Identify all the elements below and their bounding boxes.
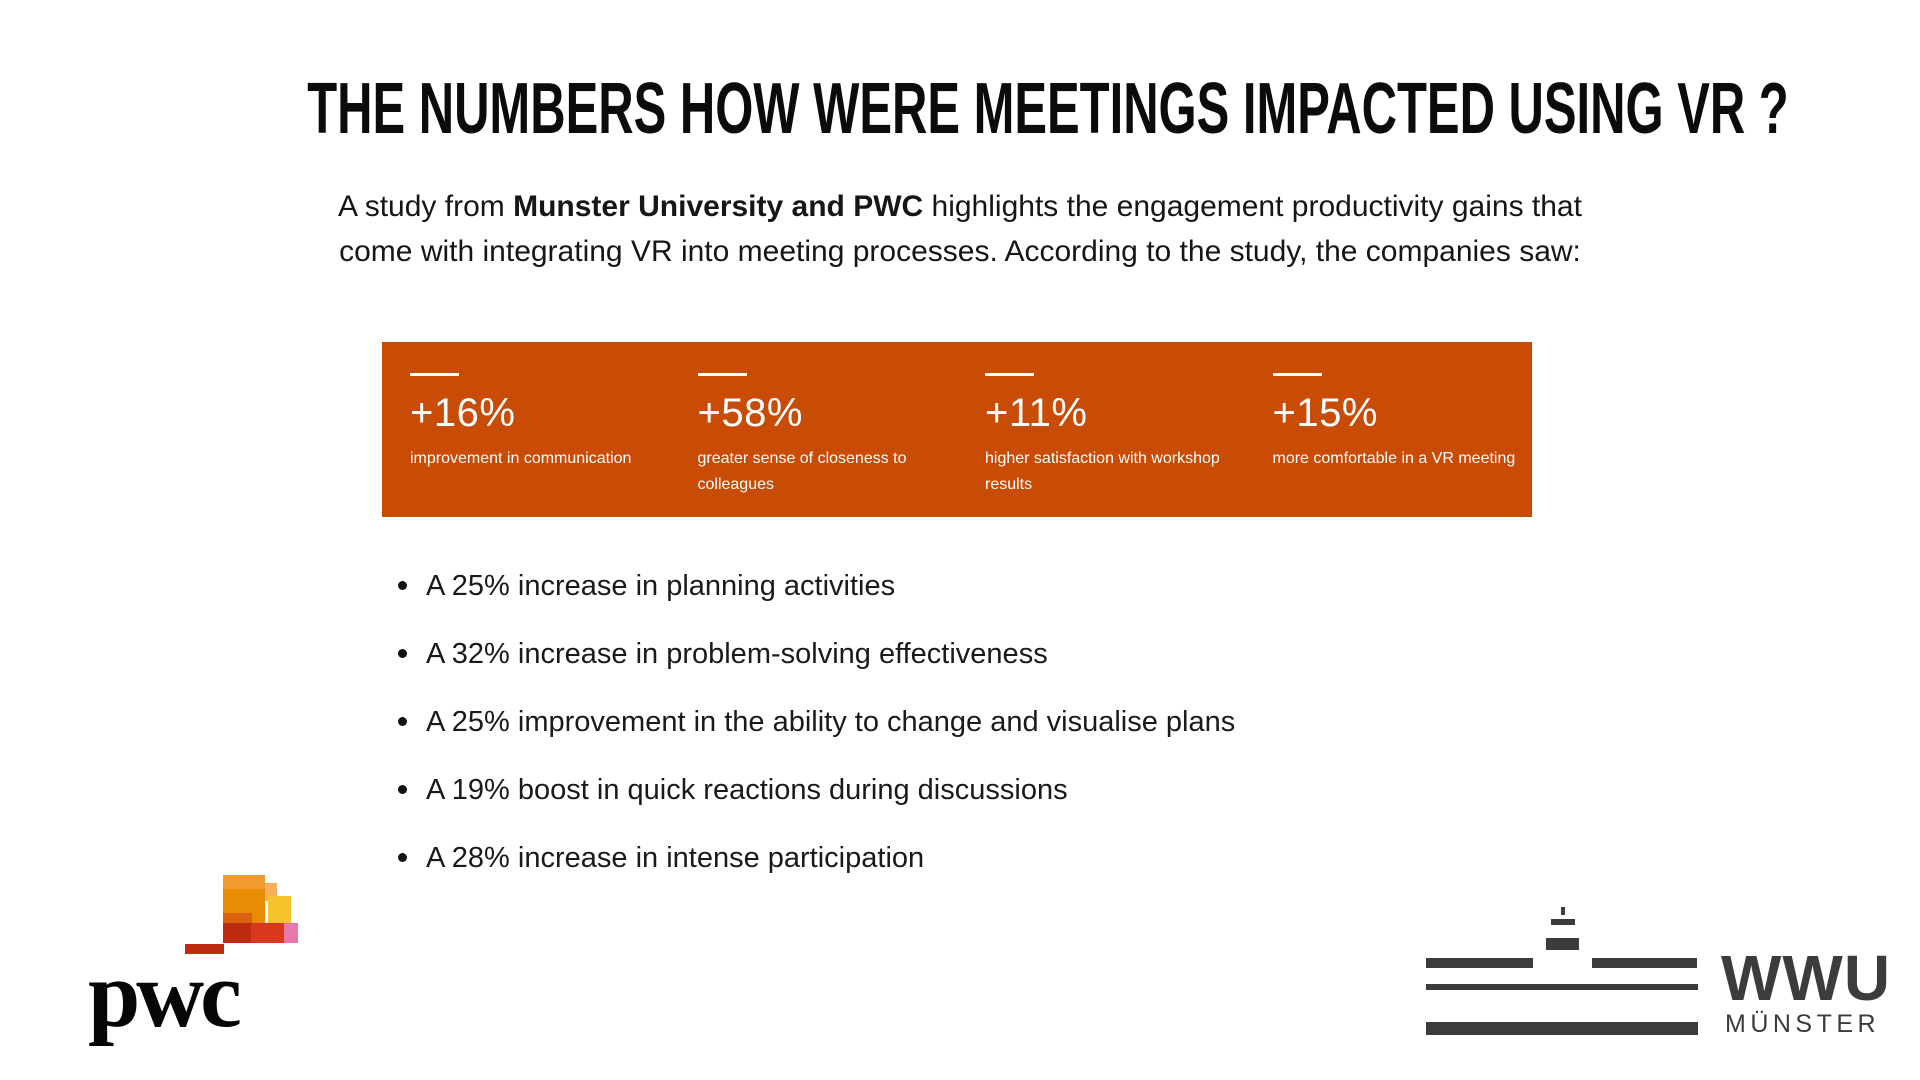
intro-text-prefix: A study from — [338, 190, 514, 223]
stat-divider-line — [410, 373, 459, 376]
pwc-wordmark: pwc — [88, 943, 242, 1047]
stat-value: +58% — [697, 391, 803, 435]
intro-text-suffix: highlights the engagement productivity g… — [923, 190, 1582, 223]
pwc-mosaic-icon — [251, 923, 284, 943]
pwc-mosaic-icon — [268, 896, 291, 927]
list-item-text: A 25% increase in planning activities — [426, 570, 896, 602]
list-item-text: A 32% increase in problem-solving effect… — [426, 638, 1048, 670]
intro-line-1: A study from Munster University and PWC … — [0, 184, 1920, 229]
stat-caption: greater sense of closeness to colleagues — [697, 450, 907, 493]
pwc-mosaic-icon — [223, 875, 265, 889]
wwu-castle-icon — [1561, 907, 1565, 915]
bullet-dot-icon — [398, 785, 407, 794]
stat-value: +15% — [1272, 391, 1378, 435]
wwu-castle-icon — [1546, 938, 1579, 950]
stat-value: +16% — [410, 391, 516, 435]
stat-caption: more comfortable in a VR meeting — [1272, 450, 1516, 467]
intro-paragraph: A study from Munster University and PWC … — [0, 184, 1920, 274]
pwc-mosaic-icon — [223, 923, 251, 943]
list-item-text: A 25% improvement in the ability to chan… — [426, 706, 1236, 738]
intro-line-2: come with integrating VR into meeting pr… — [339, 235, 1581, 268]
list-item-text: A 19% boost in quick reactions during di… — [426, 774, 1068, 806]
pwc-mosaic-icon — [185, 944, 224, 954]
pwc-mosaic-icon — [284, 923, 298, 943]
wwu-acronym: WWU — [1721, 942, 1892, 1014]
bullet-dot-icon — [398, 853, 407, 862]
stat-caption: higher satisfaction with workshop result… — [985, 450, 1220, 493]
list-item: A 32% increase in problem-solving effect… — [396, 639, 1235, 669]
list-item: A 25% increase in planning activities — [396, 571, 1235, 601]
wwu-city-label: MÜNSTER — [1725, 1010, 1881, 1038]
stat-card-closeness: +58% greater sense of closeness to colle… — [670, 342, 958, 517]
wwu-castle-icon — [1426, 1022, 1698, 1035]
stat-card-communication: +16% improvement in communication — [382, 342, 670, 517]
intro-text-bold: Munster University and PWC — [513, 190, 924, 223]
stat-divider-line — [697, 373, 747, 376]
stat-divider-line — [1272, 373, 1322, 376]
stat-card-satisfaction: +11% higher satisfaction with workshop r… — [957, 342, 1245, 517]
findings-list: A 25% increase in planning activities A … — [396, 571, 1235, 911]
wwu-castle-icon — [1426, 984, 1698, 990]
bullet-dot-icon — [398, 717, 407, 726]
bullet-dot-icon — [398, 581, 407, 590]
list-item: A 28% increase in intense participation — [396, 843, 1235, 873]
pwc-logo: pwc — [88, 868, 318, 1048]
wwu-muenster-logo: WWU MÜNSTER — [1424, 900, 1890, 1040]
stat-card-comfort: +15% more comfortable in a VR meeting — [1245, 342, 1533, 517]
list-item: A 25% improvement in the ability to chan… — [396, 707, 1235, 737]
stat-value: +11% — [985, 391, 1088, 435]
stat-divider-line — [985, 373, 1034, 376]
stats-banner: +16% improvement in communication +58% g… — [382, 342, 1532, 517]
page-title: THE NUMBERS HOW WERE MEETINGS IMPACTED U… — [307, 69, 1789, 149]
stat-caption: improvement in communication — [410, 450, 632, 467]
wwu-castle-icon — [1592, 958, 1697, 968]
wwu-castle-icon — [1551, 919, 1575, 925]
list-item-text: A 28% increase in intense participation — [426, 842, 925, 874]
list-item: A 19% boost in quick reactions during di… — [396, 775, 1235, 805]
wwu-castle-icon — [1426, 958, 1533, 968]
bullet-dot-icon — [398, 649, 407, 658]
